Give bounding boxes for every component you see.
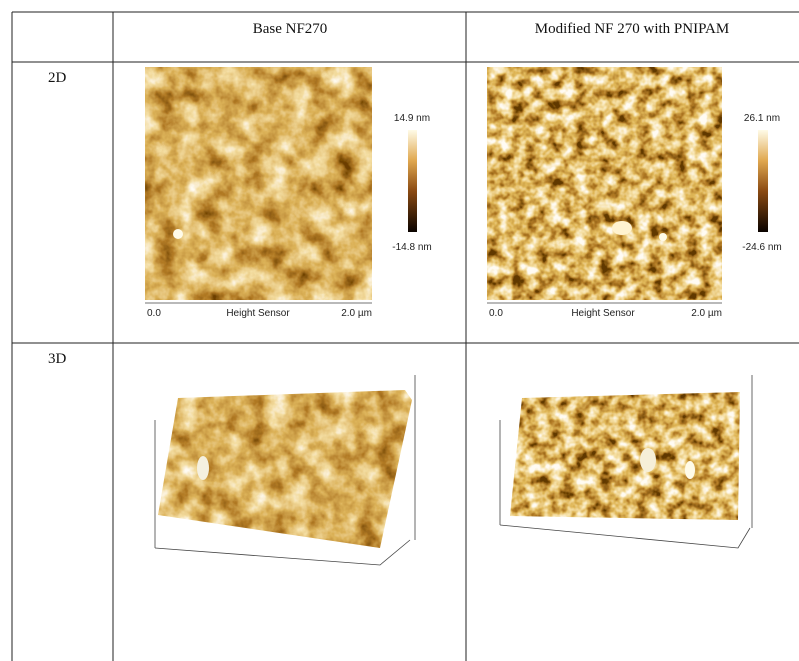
scale-min: -24.6 nm [742,242,781,253]
axis-title: Height Sensor [571,308,635,319]
afm-3d-image [500,375,752,548]
color-bar [408,130,417,232]
axis-end: 2.0 µm [691,308,722,319]
row-label: 3D [48,351,67,367]
axis-start: 0.0 [489,308,503,319]
axis-end: 2.0 µm [341,308,372,319]
afm-2d-image [487,67,722,300]
scale-max: 14.9 nm [394,113,430,124]
page: Base NF270 Modified NF 270 with PNIPAM 2… [0,0,799,661]
afm-2d-image [145,67,372,300]
color-bar [758,130,768,232]
scale-max: 26.1 nm [744,113,780,124]
column-header: Modified NF 270 with PNIPAM [535,21,729,37]
row-label: 2D [48,70,67,86]
afm-3d-image [150,375,420,565]
axis-title: Height Sensor [226,308,290,319]
column-header: Base NF270 [253,21,328,37]
axis-start: 0.0 [147,308,161,319]
afm-table: Base NF270 Modified NF 270 with PNIPAM 2… [0,0,799,661]
scale-min: -14.8 nm [392,242,431,253]
